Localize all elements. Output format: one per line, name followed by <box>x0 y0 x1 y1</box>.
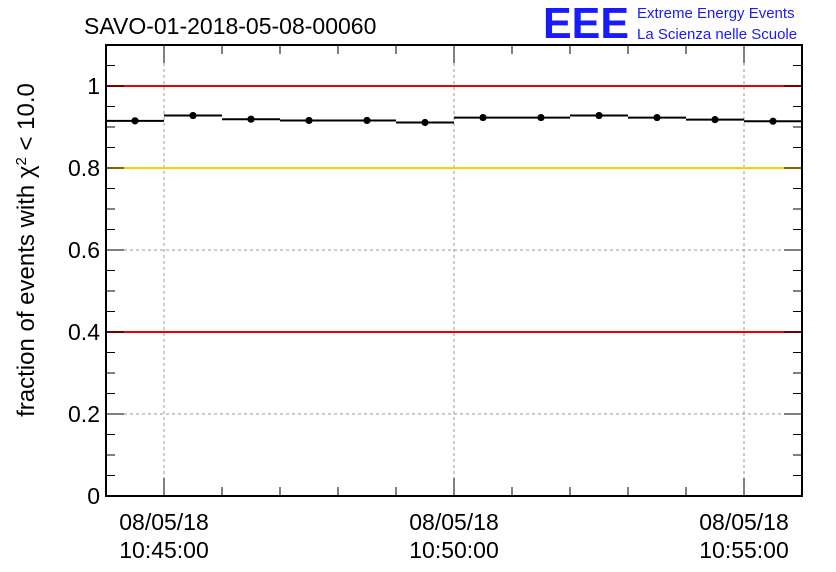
data-point <box>769 117 777 125</box>
data-point <box>595 111 603 120</box>
axes: 00.20.40.60.8108/05/1810:45:0008/05/1810… <box>68 44 803 563</box>
data-point <box>421 118 429 127</box>
y-tick-label: 0 <box>87 483 100 509</box>
data-point <box>363 116 371 125</box>
y-label-post: < 10.0 <box>13 83 40 157</box>
data-point <box>305 116 313 125</box>
y-tick-label: 0.6 <box>68 237 100 263</box>
x-tick-label-date: 08/05/18 <box>119 509 209 535</box>
reference-lines <box>106 85 802 333</box>
y-axis-label: fraction of events with χ2 < 10.0 <box>13 83 41 417</box>
data-series <box>106 111 802 127</box>
x-tick-label-time: 10:50:00 <box>409 537 499 563</box>
y-tick-label: 1 <box>87 73 100 99</box>
x-tick-label-date: 08/05/18 <box>699 509 789 535</box>
x-tick-label-time: 10:45:00 <box>119 537 209 563</box>
data-point <box>711 116 719 124</box>
data-point <box>479 113 487 122</box>
y-label-symbol: χ <box>13 165 40 178</box>
y-tick-label: 0.8 <box>68 155 100 181</box>
grid-lines <box>106 45 802 496</box>
y-tick-label: 0.2 <box>68 401 100 427</box>
y-label-sup: 2 <box>13 157 30 165</box>
logo-mark: EEE <box>543 0 629 48</box>
x-tick-label-time: 10:55:00 <box>699 537 789 563</box>
data-point <box>653 113 661 122</box>
logo-line-1: Extreme Energy Events <box>637 5 795 22</box>
logo-line-2: La Scienza nelle Scuole <box>637 26 797 43</box>
y-tick-label: 0.4 <box>68 319 100 345</box>
chart-title: SAVO-01-2018-05-08-00060 <box>84 13 376 39</box>
data-point <box>537 113 545 122</box>
data-point <box>189 111 197 120</box>
eee-logo: EEE Extreme Energy Events La Scienza nel… <box>543 0 797 48</box>
x-tick-label-date: 08/05/18 <box>409 509 499 535</box>
data-point <box>247 115 255 123</box>
data-point <box>131 117 139 125</box>
y-label-pre: fraction of events with <box>13 178 40 417</box>
